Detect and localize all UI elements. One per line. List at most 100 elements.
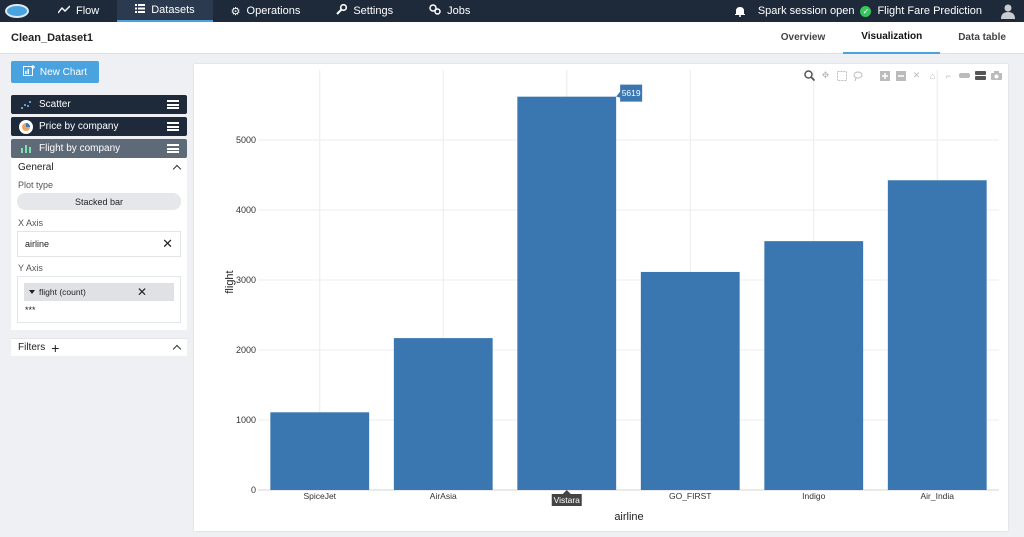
list-icon <box>135 4 146 16</box>
gear-icon: ⚙ <box>230 5 241 18</box>
new-chart-button[interactable]: New Chart <box>11 61 99 83</box>
general-section: General Plot type Stacked bar X Axis air… <box>11 158 187 330</box>
hover-closest-icon[interactable] <box>959 70 970 81</box>
x-tick-label: SpiceJet <box>303 491 336 501</box>
general-label: General <box>18 161 54 173</box>
y-tick-label: 4000 <box>236 205 256 215</box>
bar-indigo[interactable] <box>764 241 864 490</box>
chart-item-scatter[interactable]: Scatter <box>11 95 187 114</box>
caret-down-icon[interactable] <box>29 290 35 294</box>
camera-icon[interactable] <box>991 70 1002 81</box>
check-icon: ✓ <box>860 5 872 17</box>
y-axis-value: flight (count) <box>39 287 86 297</box>
add-filter-icon[interactable]: + <box>51 339 60 356</box>
dataset-title: Clean_Dataset1 <box>11 31 93 44</box>
nav-datasets[interactable]: Datasets <box>117 0 213 22</box>
hover-value-label: 5619 <box>622 88 641 98</box>
tab-visualization[interactable]: Visualization <box>843 22 941 54</box>
session-status: Spark session open <box>757 5 855 17</box>
chart-item-flight-by-company[interactable]: Flight by company <box>11 139 187 158</box>
nav-right: Spark session open ✓ Flight Fare Predict… <box>734 3 1024 19</box>
y-axis-more[interactable]: *** <box>25 305 36 315</box>
x-axis-field[interactable]: airline ✕ <box>17 231 181 257</box>
chart-modebar: ✥ ✕ ⌂ ⌐ <box>804 70 1002 81</box>
bar-air-india[interactable] <box>887 180 987 490</box>
zoom-in-icon[interactable] <box>879 70 890 81</box>
pie-chart-icon <box>19 119 33 134</box>
x-tick-label: Indigo <box>802 491 825 501</box>
x-tick-label: AirAsia <box>430 491 457 501</box>
y-tick-label: 3000 <box>236 275 256 285</box>
top-nav: Flow Datasets ⚙ Operations Settings Jobs… <box>0 0 1024 22</box>
filters-label: Filters <box>18 342 46 353</box>
nav-flow[interactable]: Flow <box>40 0 117 22</box>
y-tick-label: 0 <box>251 485 256 495</box>
autoscale-icon[interactable]: ✕ <box>912 70 921 80</box>
bell-icon[interactable] <box>734 5 746 17</box>
general-header[interactable]: General <box>11 158 187 176</box>
chart-item-price-by-company[interactable]: Price by company <box>11 117 187 136</box>
plot-type-select[interactable]: Stacked bar <box>17 193 181 210</box>
nav-operations-label: Operations <box>246 5 301 17</box>
app-logo[interactable] <box>0 0 34 22</box>
new-chart-label: New Chart <box>39 66 88 78</box>
lasso-icon[interactable] <box>852 70 863 81</box>
bar-chart: 0 1000 2000 3000 4000 5000 SpiceJet AirAsia GO_F… <box>224 70 999 523</box>
hover-compare-icon[interactable] <box>975 70 986 81</box>
y-tick-label: 5000 <box>236 135 256 145</box>
close-icon[interactable]: ✕ <box>136 285 147 299</box>
bar-spicejet[interactable] <box>270 412 370 490</box>
bar-chart-icon <box>19 142 33 156</box>
jobs-icon <box>429 4 441 18</box>
nav-flow-label: Flow <box>76 5 100 17</box>
hover-category-label: Vistara <box>554 495 581 505</box>
bar-go-first[interactable] <box>640 271 740 490</box>
y-tick-label: 2000 <box>236 345 256 355</box>
x-axis-value: airline <box>25 239 50 249</box>
nav-jobs[interactable]: Jobs <box>411 0 488 22</box>
x-tick-label: GO_FIRST <box>669 491 712 501</box>
spike-lines-icon[interactable]: ⌐ <box>945 70 952 81</box>
scatter-chart-icon <box>19 98 33 112</box>
x-tick-label: Air_India <box>920 491 954 501</box>
box-select-icon[interactable] <box>836 70 847 81</box>
hamburger-icon[interactable] <box>167 100 179 109</box>
logo-icon <box>5 4 29 18</box>
dataset-header: Clean_Dataset1 Overview Visualization Da… <box>0 22 1024 54</box>
hamburger-icon[interactable] <box>167 122 179 131</box>
bar-vistara[interactable] <box>517 96 617 491</box>
pan-icon[interactable]: ✥ <box>821 70 830 80</box>
view-tabs: Overview Visualization Data table <box>763 22 1024 54</box>
user-avatar-icon[interactable] <box>1000 3 1016 19</box>
hover-labels: 5619 Vistara <box>551 84 643 506</box>
y-axis-chip[interactable]: flight (count) ✕ <box>24 283 174 301</box>
home-icon[interactable]: ⌂ <box>929 70 936 81</box>
close-icon[interactable]: ✕ <box>162 236 173 251</box>
y-axis-field: flight (count) ✕ *** <box>17 276 181 323</box>
filters-section[interactable]: Filters + <box>11 338 187 356</box>
chart-panel: ✥ ✕ ⌂ ⌐ 0 1000 2000 3000 4000 5000 SpiceJet Air… <box>194 64 1008 531</box>
chart-item-label: Price by company <box>39 121 119 132</box>
nav-operations[interactable]: ⚙ Operations <box>213 0 319 22</box>
zoom-icon[interactable] <box>804 70 815 81</box>
nav-settings[interactable]: Settings <box>318 0 411 22</box>
tick-labels: 0 1000 2000 3000 4000 5000 SpiceJet AirAsia GO_F… <box>236 135 954 501</box>
add-chart-icon <box>22 65 35 79</box>
nav-datasets-label: Datasets <box>151 4 195 16</box>
zoom-out-icon[interactable] <box>895 70 906 81</box>
chevron-up-icon[interactable] <box>172 344 182 354</box>
chart-sidebar: New Chart Scatter Price by company Fligh… <box>11 61 187 356</box>
chevron-up-icon[interactable] <box>172 164 182 173</box>
hover-category-tag <box>551 490 582 506</box>
wrench-icon <box>336 3 348 18</box>
trend-icon <box>57 5 71 17</box>
y-tick-label: 1000 <box>236 415 256 425</box>
project-name[interactable]: Flight Fare Prediction <box>877 5 982 17</box>
bar-airasia[interactable] <box>393 338 493 490</box>
hamburger-icon[interactable] <box>167 144 179 153</box>
bars <box>270 96 987 491</box>
tab-data-table[interactable]: Data table <box>958 32 1006 43</box>
tab-overview[interactable]: Overview <box>780 32 826 43</box>
chart-item-label: Flight by company <box>39 143 121 154</box>
nav-jobs-label: Jobs <box>447 5 471 17</box>
